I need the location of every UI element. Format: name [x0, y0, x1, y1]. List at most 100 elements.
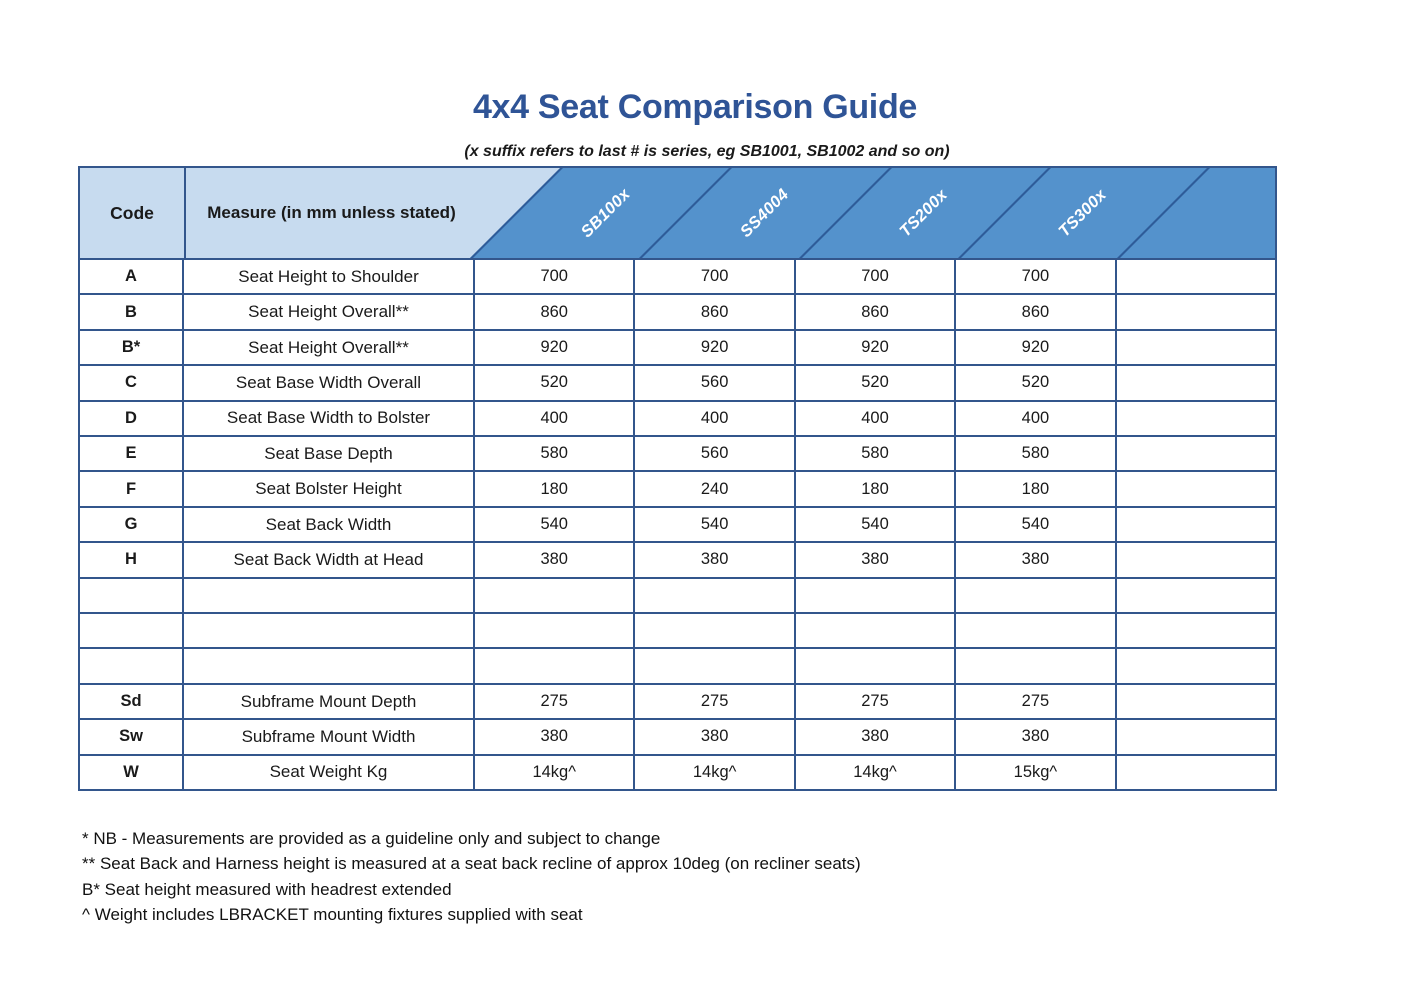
value-cell-ts200x: 275 — [796, 684, 957, 719]
value-cell-ss4004: 560 — [635, 437, 796, 471]
measure-column-header: Measure (in mm unless stated) — [207, 203, 456, 222]
page-title: 4x4 Seat Comparison Guide — [472, 88, 918, 126]
value-cell-ss4004: 380 — [635, 543, 796, 577]
table-header: Code Measure (in mm unless stated) SB100… — [80, 168, 1275, 260]
measure-cell: Seat Weight Kg — [184, 755, 475, 790]
measure-cell: Seat Base Depth — [184, 437, 475, 471]
table-row: B* Seat Height Overall** 920 920 920 920 — [80, 330, 1275, 367]
value-cell-ts200x — [796, 614, 957, 648]
value-cell-sb100x: 380 — [475, 543, 636, 577]
value-cell-sb100x — [475, 614, 636, 648]
code-cell — [80, 614, 184, 648]
value-cell-empty — [1117, 331, 1275, 364]
value-cell-ts200x: 860 — [796, 295, 957, 329]
footnote-line: ^ Weight includes LBRACKET mounting fixt… — [82, 905, 583, 925]
value-cell-sb100x: 580 — [475, 437, 636, 471]
value-cell-ts300x: 520 — [956, 366, 1117, 400]
footnote-line: * NB - Measurements are provided as a gu… — [82, 829, 661, 848]
value-cell-empty — [1117, 543, 1275, 576]
value-cell-ss4004: 14kg^ — [635, 755, 796, 790]
page-subtitle: (x suffix refers to last # is series, eg… — [464, 143, 950, 160]
table-row: D Seat Base Width to Bolster 400 400 400… — [80, 401, 1275, 438]
value-cell-empty — [1117, 295, 1275, 328]
value-cell-empty — [1117, 402, 1275, 435]
value-cell-ts300x: 275 — [956, 684, 1117, 719]
table-row — [80, 614, 1275, 650]
value-cell-ts300x — [956, 614, 1117, 648]
measure-cell: Seat Height to Shoulder — [184, 260, 475, 294]
value-cell-ts200x: 580 — [796, 437, 957, 471]
value-cell-sb100x: 860 — [475, 295, 636, 329]
value-cell-ts300x: 15kg^ — [956, 755, 1117, 790]
value-cell-ss4004 — [635, 649, 796, 683]
value-cell-ts300x: 860 — [956, 295, 1117, 329]
code-cell: W — [80, 755, 184, 790]
code-cell: Sw — [80, 720, 184, 754]
value-cell-empty — [1117, 472, 1275, 505]
value-cell-ts200x — [796, 649, 957, 683]
table-row: B Seat Height Overall** 860 860 860 860 — [80, 295, 1275, 331]
footnote-line: B* Seat height measured with headrest ex… — [82, 879, 452, 899]
value-cell-ts300x: 580 — [956, 437, 1117, 471]
value-cell-ts200x: 180 — [796, 472, 957, 506]
value-cell-sb100x: 275 — [475, 684, 636, 719]
value-cell-ts200x: 380 — [796, 720, 957, 754]
table-row: G Seat Back Width 540 540 540 540 — [80, 507, 1275, 544]
footnote-line: ** Seat Back and Harness height is measu… — [82, 854, 861, 874]
value-cell-ss4004 — [635, 614, 796, 648]
value-cell-ss4004: 920 — [635, 330, 796, 365]
value-cell-ts200x: 380 — [796, 543, 957, 577]
measure-cell: Seat Base Width to Bolster — [184, 401, 475, 436]
value-cell-ts300x: 400 — [956, 401, 1117, 436]
measure-cell: Subframe Mount Width — [184, 720, 475, 754]
measure-cell — [184, 649, 475, 683]
measure-cell — [184, 614, 475, 648]
value-cell-ts300x: 380 — [956, 543, 1117, 577]
value-cell-ss4004: 400 — [635, 401, 796, 436]
measure-cell: Seat Back Width — [184, 507, 475, 542]
measure-cell: Seat Height Overall** — [184, 295, 475, 329]
code-cell: C — [80, 366, 184, 400]
value-cell-empty — [1117, 685, 1275, 718]
value-cell-ts200x: 520 — [796, 366, 957, 400]
value-cell-sb100x: 520 — [475, 366, 636, 400]
table-row: Sd Subframe Mount Depth 275 275 275 275 — [80, 684, 1275, 721]
header-column-divider — [184, 168, 186, 258]
value-cell-ts300x: 380 — [956, 720, 1117, 754]
value-cell-ss4004 — [635, 578, 796, 613]
table-row: W Seat Weight Kg 14kg^ 14kg^ 14kg^ 15kg^ — [80, 755, 1275, 790]
value-cell-ss4004: 860 — [635, 295, 796, 329]
value-cell-ts200x: 540 — [796, 507, 957, 542]
code-cell: G — [80, 507, 184, 542]
table-row — [80, 578, 1275, 615]
value-cell-ss4004: 380 — [635, 720, 796, 754]
code-cell: H — [80, 543, 184, 577]
value-cell-ts300x: 920 — [956, 330, 1117, 365]
comparison-table: Code Measure (in mm unless stated) SB100… — [78, 166, 1277, 791]
table-row: C Seat Base Width Overall 520 560 520 52… — [80, 366, 1275, 402]
footnotes: * NB - Measurements are provided as a gu… — [82, 826, 861, 928]
measure-cell: Seat Base Width Overall — [184, 366, 475, 400]
code-cell: B* — [80, 330, 184, 365]
value-cell-empty — [1117, 508, 1275, 541]
code-cell: D — [80, 401, 184, 436]
table-row: E Seat Base Depth 580 560 580 580 — [80, 437, 1275, 473]
value-cell-sb100x: 400 — [475, 401, 636, 436]
code-cell: Sd — [80, 684, 184, 719]
measure-cell: Seat Back Width at Head — [184, 543, 475, 577]
value-cell-ts200x: 920 — [796, 330, 957, 365]
value-cell-ts200x: 14kg^ — [796, 755, 957, 790]
value-cell-empty — [1117, 756, 1275, 789]
value-cell-empty — [1117, 437, 1275, 470]
value-cell-empty — [1117, 720, 1275, 753]
value-cell-ts300x: 700 — [956, 260, 1117, 294]
measure-cell: Seat Bolster Height — [184, 472, 475, 506]
value-cell-empty — [1117, 579, 1275, 612]
value-cell-sb100x: 920 — [475, 330, 636, 365]
measure-cell: Seat Height Overall** — [184, 330, 475, 365]
table-row: F Seat Bolster Height 180 240 180 180 — [80, 472, 1275, 508]
value-cell-ts300x: 180 — [956, 472, 1117, 506]
table-row: A Seat Height to Shoulder 700 700 700 70… — [80, 260, 1275, 296]
value-cell-ts200x — [796, 578, 957, 613]
